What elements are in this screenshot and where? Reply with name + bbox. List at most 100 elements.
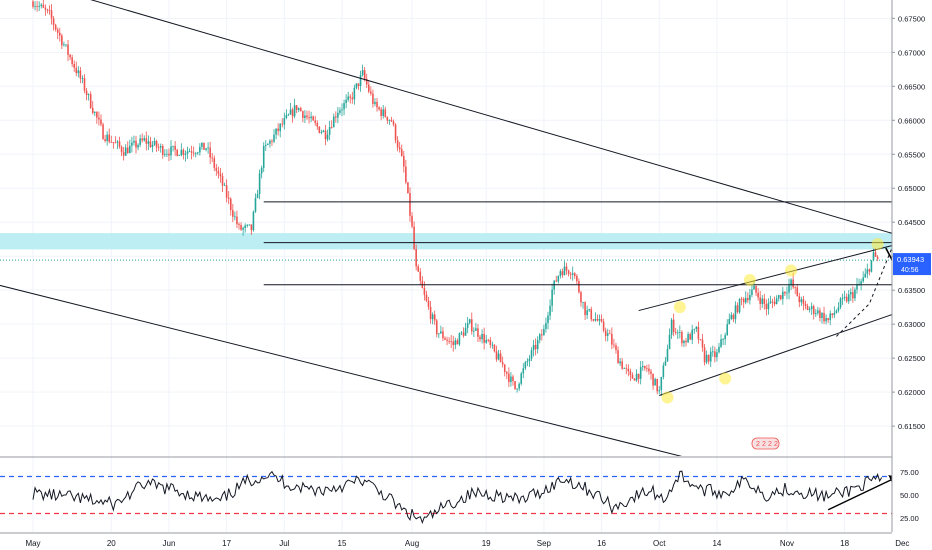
candle [460,331,463,336]
candle [458,332,461,346]
candle [308,110,310,124]
candle [38,1,40,11]
candle [551,283,553,312]
candle [580,290,582,307]
candle [215,163,218,176]
candle [736,302,739,314]
candle [788,278,790,300]
touch-point-marker[interactable] [785,264,798,277]
candle [576,274,578,285]
candle [479,334,481,343]
candle [843,290,846,301]
candle [561,268,564,278]
candle [650,368,652,380]
candle [67,39,69,62]
candle [695,325,698,333]
candle [281,118,284,128]
candle [613,338,615,349]
candle [514,381,516,390]
candle [623,367,626,369]
candle [518,382,520,392]
candle [403,150,405,173]
candle [466,316,469,334]
projection-dashed-curve[interactable] [836,243,894,337]
candle [837,302,840,313]
candle [135,135,137,154]
candle [232,203,234,223]
candle [143,135,146,142]
candle [740,296,743,306]
time-tick-label: 19 [482,539,491,548]
projection-arrow[interactable] [885,247,919,311]
candle [297,107,300,113]
event-label: 2 [756,441,760,448]
candle [450,335,452,348]
candle [166,149,168,158]
candle [394,123,397,144]
candle [91,101,94,115]
candle [205,147,207,152]
candle [170,140,172,161]
candle [485,334,487,344]
candle [419,268,422,286]
time-tick-label: Nov [780,539,794,548]
candle [652,373,654,391]
resistance-zone[interactable] [0,233,892,250]
time-tick-label: 16 [597,539,606,548]
time-tick-label: Oct [653,539,666,548]
candle [81,75,84,84]
candle [295,105,298,114]
candle [621,357,623,370]
touch-point-marker[interactable] [719,372,732,385]
candle [648,364,650,375]
upper-channel-line[interactable] [0,0,932,287]
candle [594,312,597,322]
candle [147,135,150,150]
candle [164,149,166,157]
candle [211,153,214,163]
candle [260,165,263,179]
touch-point-marker[interactable] [673,301,686,314]
candle [304,110,306,123]
candle [637,373,640,384]
grid-lines [0,0,903,532]
event-badge[interactable] [751,437,780,450]
candle [804,300,807,310]
candle [69,53,71,61]
lower-channel-line[interactable] [0,283,696,460]
candle [726,319,729,336]
candle [176,148,178,157]
candle [557,275,560,284]
rising-channel-bottom[interactable] [659,290,932,396]
candle [415,244,417,271]
time-tick-label: Jul [279,539,289,548]
rising-channel-top[interactable] [638,244,899,312]
oscillator-pane[interactable] [0,470,932,525]
touch-point-marker[interactable] [871,237,884,250]
candle [277,123,279,136]
candle [635,369,638,382]
candle [759,290,761,311]
candle [712,345,714,357]
main-pane[interactable]: 0.6180.50.3822222 [0,0,932,460]
candle [798,292,801,308]
candle [565,262,568,275]
candle [42,0,45,8]
candle [112,142,115,149]
candle [440,325,442,334]
candle [806,303,809,311]
candle [396,136,399,152]
candle [718,342,720,354]
oscillator-arrow[interactable] [827,475,898,511]
candle [512,374,514,386]
candle [100,114,102,127]
bar-countdown: 40:56 [901,267,919,274]
price-tick-label: 0.65000 [898,184,925,193]
touch-point-marker[interactable] [743,273,756,286]
candle [802,295,805,311]
candle [571,266,574,281]
price-tick-label: 0.64500 [898,218,925,227]
candle [578,278,580,294]
touch-point-marker[interactable] [661,391,674,404]
